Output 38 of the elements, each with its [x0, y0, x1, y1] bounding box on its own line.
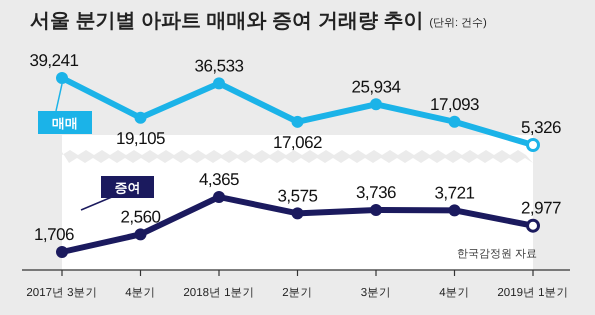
- point: [292, 207, 304, 220]
- point: [56, 246, 68, 258]
- data-label: 3,736: [356, 183, 396, 202]
- text: 증여: [114, 180, 140, 195]
- data-label: 36,533: [194, 56, 244, 76]
- chart-title: 서울 분기별 아파트 매매와 증여 거래량 추이: [30, 10, 424, 32]
- annotation: 한국감정원 자료: [456, 248, 537, 260]
- data-label: 39,241: [30, 51, 79, 70]
- data-label: 2,977: [520, 198, 562, 218]
- point: [134, 112, 146, 124]
- point: [213, 77, 225, 90]
- point: [56, 72, 68, 84]
- data-label: 17,093: [430, 94, 480, 114]
- data-label: 25,934: [352, 77, 401, 96]
- data-label: 3,721: [434, 183, 475, 202]
- point: [213, 191, 225, 203]
- data-label: 4,365: [198, 170, 240, 189]
- x-tick-label: 3분기: [360, 287, 392, 299]
- chart-subtitle: (단위: 건수): [429, 17, 487, 29]
- data-label: 19,105: [116, 128, 166, 148]
- data-label: 1,706: [34, 225, 74, 244]
- x-tick-label: 2019년 1분기: [497, 287, 569, 299]
- point: [134, 228, 146, 240]
- data-label: 2,560: [120, 207, 161, 226]
- x-tick-label: 2018년 1분기: [183, 287, 255, 299]
- x-tick-label: 4분기: [439, 287, 470, 299]
- data-label: 3,575: [277, 186, 318, 206]
- point: [370, 204, 382, 216]
- x-tick-label: 2017년 3분기: [26, 287, 98, 299]
- legend-label: 매매: [52, 116, 78, 130]
- point: [292, 116, 304, 128]
- data-label: 5,326: [520, 118, 562, 137]
- data-label: 17,062: [273, 132, 322, 152]
- point: [448, 116, 460, 128]
- x-tick-label: 4분기: [125, 287, 156, 299]
- point: [448, 204, 460, 216]
- point: [370, 98, 382, 110]
- x-tick-label: 2분기: [282, 287, 313, 299]
